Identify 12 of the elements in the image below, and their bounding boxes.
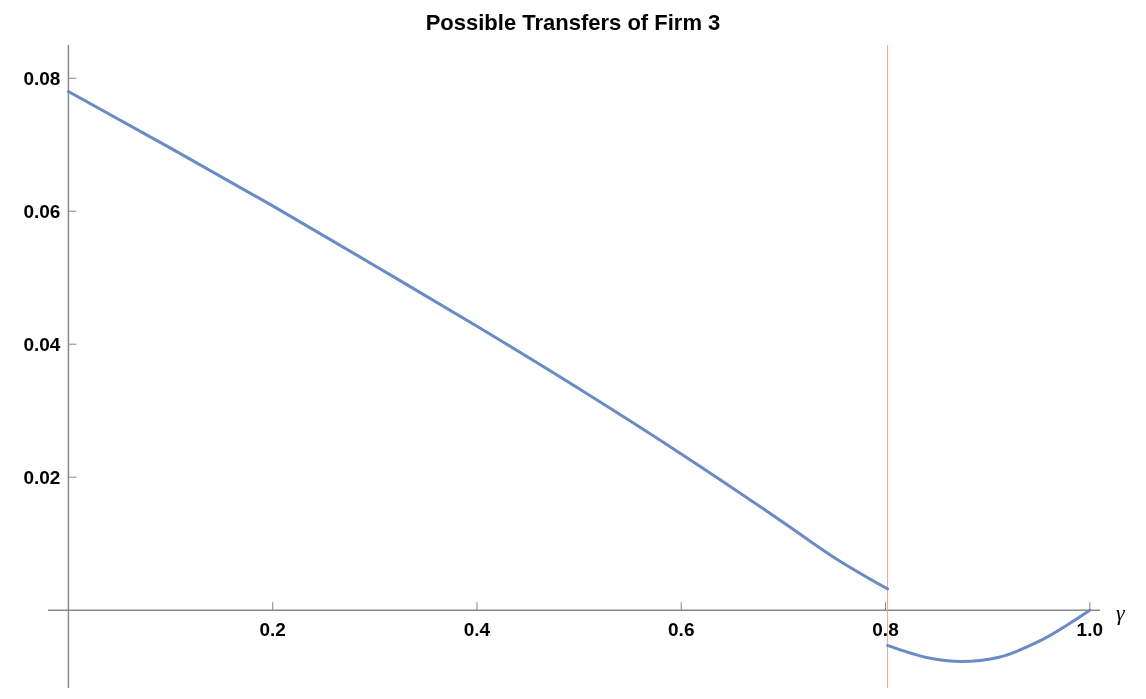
y-tick-label: 0.06 (23, 201, 61, 223)
y-tick-label: 0.04 (23, 334, 61, 356)
y-tick-label: 0.02 (23, 467, 61, 489)
x-tick-label: 0.2 (259, 619, 286, 641)
x-tick-label: 0.4 (463, 619, 491, 641)
x-tick-label: 1.0 (1076, 619, 1103, 641)
y-tick-label: 0.08 (23, 68, 61, 90)
x-axis-title: γ (1116, 600, 1126, 626)
line-series (66, 90, 890, 591)
chart-title: Possible Transfers of Firm 3 (424, 10, 722, 36)
x-tick-label: 0.8 (872, 619, 899, 641)
x-tick-label: 0.6 (668, 619, 695, 641)
